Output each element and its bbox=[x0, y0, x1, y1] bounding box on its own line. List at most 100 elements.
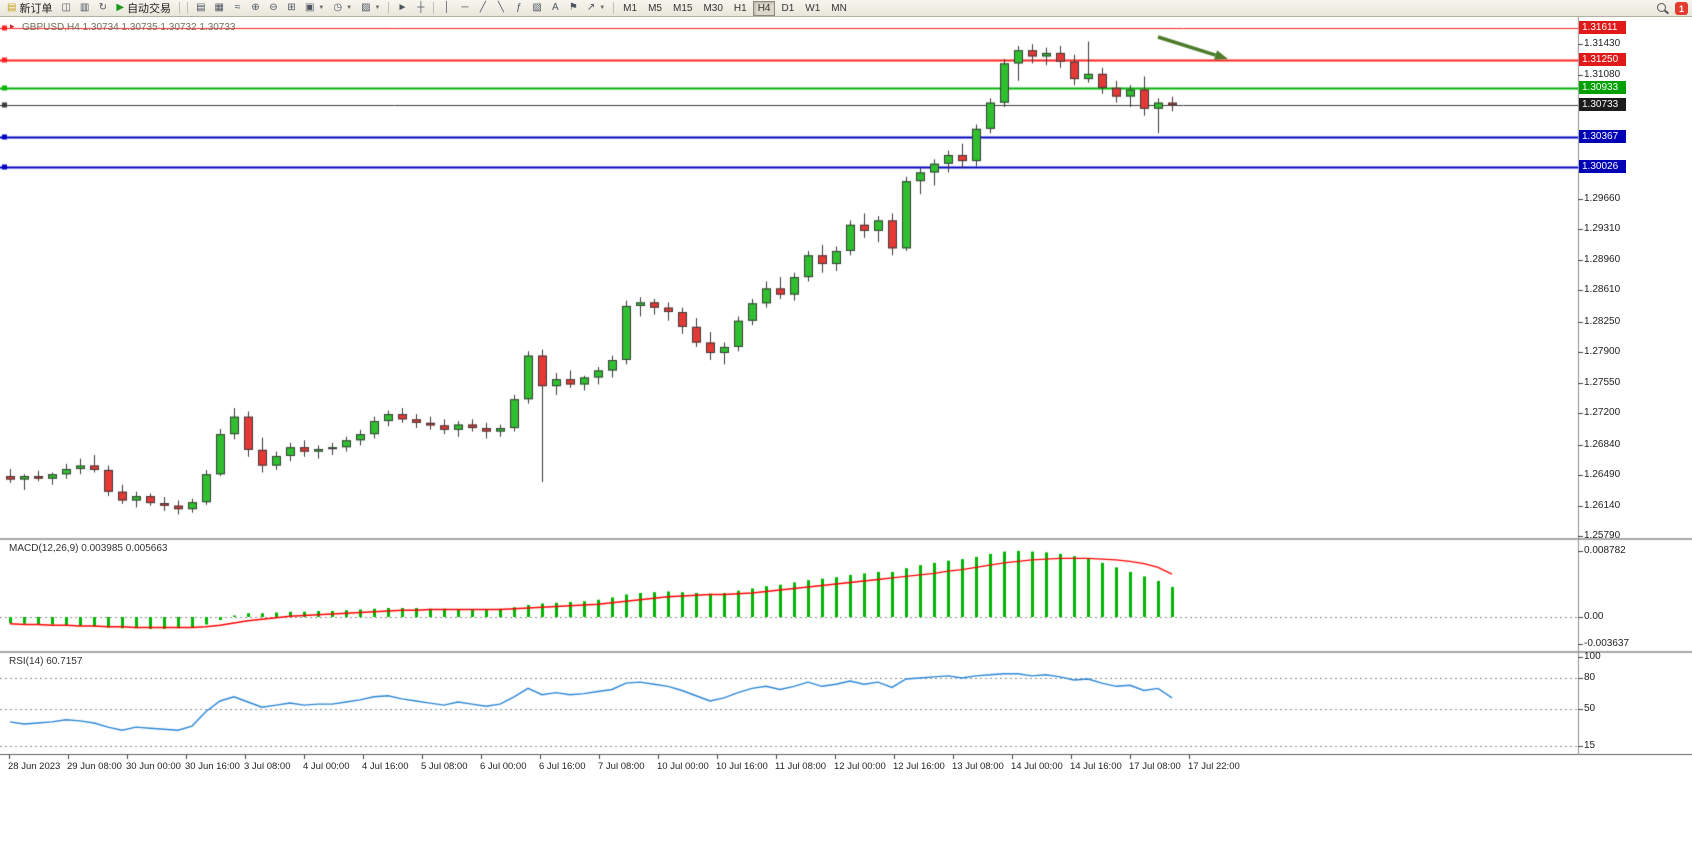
price-axis-label: 1.27900 bbox=[1584, 346, 1621, 358]
timeframe-w1-button[interactable]: W1 bbox=[800, 1, 825, 16]
timeframe-mn-button[interactable]: MN bbox=[826, 1, 852, 16]
cursor-icon: ► bbox=[397, 2, 408, 13]
toolbar-separator bbox=[187, 2, 189, 14]
toolbar-right: 1 bbox=[1657, 2, 1688, 15]
auto-trading-button[interactable]: ▶ 自动交易 bbox=[112, 1, 175, 16]
time-axis-label: 4 Jul 00:00 bbox=[303, 761, 350, 772]
shapes-button[interactable]: ▧ bbox=[528, 1, 545, 16]
time-axis-label: 28 Jun 2023 bbox=[8, 761, 61, 772]
line-chart-button[interactable]: ≈ bbox=[229, 1, 246, 16]
price-line-badge: 1.30733 bbox=[1579, 97, 1626, 111]
refresh-icon: ↻ bbox=[98, 2, 108, 13]
notification-badge[interactable]: 1 bbox=[1675, 2, 1688, 15]
price-axis-label: 1.26490 bbox=[1584, 469, 1621, 481]
chart-window-icon: ◫ bbox=[61, 2, 71, 13]
toolbar-separator bbox=[613, 2, 615, 14]
price-line-badge: 1.31250 bbox=[1579, 52, 1626, 66]
channel-button[interactable]: ╲ bbox=[492, 1, 509, 16]
new-chart-icon: ▣ bbox=[304, 2, 315, 13]
horizontal-line-icon: ─ bbox=[461, 2, 469, 13]
rsi-indicator-label: RSI(14) 60.7157 bbox=[9, 656, 83, 667]
time-axis-label: 29 Jun 08:00 bbox=[67, 761, 122, 772]
toolbar-left-icons: ◫ ▥ ↻ bbox=[57, 1, 111, 16]
timeframe-m1-button[interactable]: M1 bbox=[618, 1, 642, 16]
dropdown-caret-icon: ▼ bbox=[599, 5, 606, 11]
time-axis-label: 11 Jul 08:00 bbox=[775, 761, 827, 772]
timeframe-m30-button[interactable]: M30 bbox=[698, 1, 727, 16]
fibonacci-icon: ƒ bbox=[516, 2, 522, 13]
time-axis-label: 12 Jul 00:00 bbox=[834, 761, 886, 772]
crosshair-icon: ┼ bbox=[417, 2, 425, 13]
cursor-button[interactable]: ► bbox=[393, 1, 411, 16]
rsi-axis-label: 100 bbox=[1584, 651, 1601, 662]
auto-trading-play-icon: ▶ bbox=[116, 2, 125, 13]
bar-chart-icon: ▤ bbox=[196, 2, 206, 13]
text-button[interactable]: A bbox=[547, 1, 564, 16]
symbol-marker-icon: ▸ bbox=[10, 21, 15, 31]
time-axis-label: 4 Jul 16:00 bbox=[362, 761, 409, 772]
price-line-badge: 1.30026 bbox=[1579, 159, 1626, 173]
search-icon[interactable] bbox=[1657, 2, 1669, 15]
timeframe-d1-button[interactable]: D1 bbox=[776, 1, 799, 16]
timeframe-h1-button[interactable]: H1 bbox=[729, 1, 752, 16]
fibonacci-button[interactable]: ƒ bbox=[510, 1, 527, 16]
template-button[interactable]: ▨ ▼ bbox=[357, 1, 384, 16]
shapes-icon: ▧ bbox=[532, 2, 542, 13]
zoom-out-button[interactable]: ⊖ bbox=[265, 1, 282, 16]
auto-trading-label: 自动交易 bbox=[127, 3, 172, 15]
text-label-icon: ⚑ bbox=[568, 2, 578, 13]
toolbar: ▤ 新订单 ◫ ▥ ↻ ▶ 自动交易 ▤ ▦ ≈ ⊕ ⊖ ⊞ ▣ ▼ ◷ ▼ ▨ ▼ ► ┼ │ ─ ╱ ╲ ƒ ▧ A ⚑ ↗… bbox=[0, 0, 1692, 17]
time-axis-label: 14 Jul 00:00 bbox=[1011, 761, 1063, 772]
new-order-button[interactable]: ▤ 新订单 bbox=[3, 1, 56, 16]
dropdown-caret-icon: ▼ bbox=[318, 5, 325, 11]
timeframe-group: M1 M5 M15 M30 H1 H4 D1 W1 MN bbox=[618, 0, 852, 16]
price-axis-label: 1.26840 bbox=[1584, 438, 1621, 450]
timeframe-h4-button[interactable]: H4 bbox=[752, 0, 776, 16]
text-icon: A bbox=[551, 2, 559, 13]
time-axis-label: 17 Jul 22:00 bbox=[1188, 761, 1240, 772]
timeframe-m15-button[interactable]: M15 bbox=[668, 1, 697, 16]
time-axis-label: 12 Jul 16:00 bbox=[893, 761, 945, 772]
market-watch-button[interactable]: ▥ bbox=[76, 1, 93, 16]
time-axis-label: 3 Jul 08:00 bbox=[244, 761, 291, 772]
new-chart-button[interactable]: ▣ ▼ bbox=[301, 1, 328, 16]
zoom-in-button[interactable]: ⊕ bbox=[247, 1, 264, 16]
timeframe-m5-button[interactable]: M5 bbox=[643, 1, 667, 16]
time-axis-label: 30 Jun 00:00 bbox=[126, 761, 181, 772]
bar-chart-button[interactable]: ▤ bbox=[192, 1, 209, 16]
toolbar-separator bbox=[433, 2, 435, 14]
candlestick-icon: ▦ bbox=[214, 2, 224, 13]
channel-icon: ╲ bbox=[497, 2, 504, 13]
time-axis-label: 17 Jul 08:00 bbox=[1129, 761, 1181, 772]
price-axis-label: 1.27550 bbox=[1584, 376, 1621, 388]
refresh-button[interactable]: ↻ bbox=[94, 1, 111, 16]
rsi-axis-label: 80 bbox=[1584, 671, 1596, 683]
price-axis-label: 1.28610 bbox=[1584, 284, 1621, 296]
market-watch-icon: ▥ bbox=[79, 2, 90, 13]
chart-window-button[interactable]: ◫ bbox=[57, 1, 74, 16]
price-chart-canvas[interactable] bbox=[0, 17, 1692, 782]
period-button[interactable]: ◷ ▼ bbox=[329, 1, 356, 16]
time-axis-label: 5 Jul 08:00 bbox=[421, 761, 468, 772]
time-axis-label: 6 Jul 16:00 bbox=[539, 761, 586, 772]
text-label-button[interactable]: ⚑ bbox=[565, 1, 582, 16]
price-axis-label: 1.29660 bbox=[1584, 192, 1621, 204]
crosshair-button[interactable]: ┼ bbox=[412, 1, 429, 16]
dropdown-caret-icon: ▼ bbox=[374, 5, 381, 11]
tile-windows-button[interactable]: ⊞ bbox=[283, 1, 300, 16]
trendline-icon: ╱ bbox=[479, 2, 486, 13]
time-axis-label: 7 Jul 08:00 bbox=[598, 761, 645, 772]
tile-windows-icon: ⊞ bbox=[287, 2, 296, 13]
time-axis-label: 14 Jul 16:00 bbox=[1070, 761, 1122, 772]
time-axis-label: 6 Jul 00:00 bbox=[480, 761, 527, 772]
vertical-line-button[interactable]: │ bbox=[438, 1, 455, 16]
candlestick-button[interactable]: ▦ bbox=[211, 1, 228, 16]
new-order-label: 新订单 bbox=[19, 3, 53, 15]
trendline-button[interactable]: ╱ bbox=[474, 1, 491, 16]
toolbar-tool-icons: ▤ ▦ ≈ ⊕ ⊖ ⊞ ▣ ▼ ◷ ▼ ▨ ▼ ► ┼ │ ─ ╱ ╲ ƒ ▧ A ⚑ ↗ ▼ bbox=[184, 1, 617, 16]
price-line-badge: 1.30367 bbox=[1579, 129, 1626, 143]
horizontal-line-button[interactable]: ─ bbox=[456, 1, 473, 16]
time-axis-label: 10 Jul 00:00 bbox=[657, 761, 709, 772]
arrows-button[interactable]: ↗ ▼ bbox=[583, 1, 609, 16]
